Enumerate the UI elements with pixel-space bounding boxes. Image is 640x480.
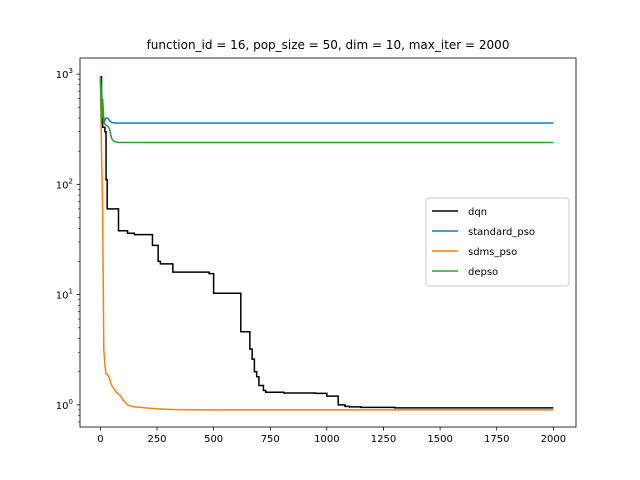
- x-tick-label: 250: [147, 434, 166, 445]
- y-tick-label: 102: [56, 177, 73, 191]
- legend-label-sdms-pso: sdms_pso: [468, 247, 517, 258]
- y-tick-label: 103: [56, 67, 73, 81]
- legend-label-depso: depso: [468, 267, 498, 278]
- x-tick-label: 2000: [541, 434, 566, 445]
- y-tick-label: 100: [56, 398, 73, 412]
- x-tick-label: 750: [261, 434, 280, 445]
- legend-box: [425, 197, 570, 287]
- x-tick-label: 500: [204, 434, 223, 445]
- y-tick-label: 101: [56, 288, 73, 302]
- x-tick-label: 1250: [371, 434, 396, 445]
- series-line-sdms-pso: [99, 76, 554, 411]
- x-tick-label: 1750: [484, 434, 509, 445]
- legend-label-dqn: dqn: [468, 207, 487, 218]
- chart-title: function_id = 16, pop_size = 50, dim = 1…: [147, 38, 510, 52]
- plot-frame: [79, 57, 577, 428]
- x-tick-label: 0: [97, 434, 103, 445]
- x-tick-label: 1500: [427, 434, 452, 445]
- series-line-dqn: [100, 75, 554, 409]
- series-line-depso: [99, 76, 554, 144]
- legend-label-standard-pso: standard_pso: [468, 227, 535, 238]
- series-layer: [99, 75, 554, 411]
- x-tick-label: 1000: [314, 434, 339, 445]
- x-axis: 0 250 500 750 1000 1250 1500 1750 2000: [97, 427, 566, 445]
- y-axis: 100 101 102 103: [56, 67, 80, 423]
